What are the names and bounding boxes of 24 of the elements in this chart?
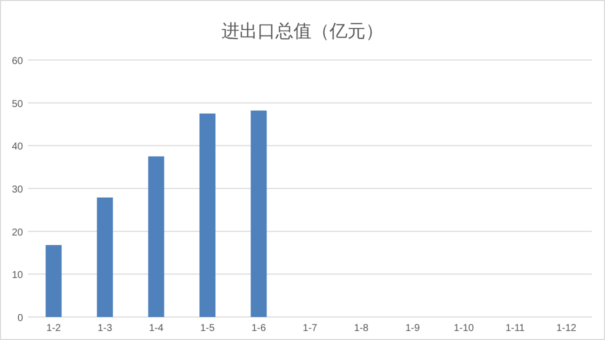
x-tick-label: 1-11 <box>505 323 526 334</box>
bar <box>250 110 267 317</box>
y-tick-label: 50 <box>12 98 24 110</box>
x-tick-label: 1-3 <box>98 323 113 334</box>
x-tick-label: 1-10 <box>454 323 474 334</box>
y-tick-label: 10 <box>12 270 24 282</box>
x-tick-label: 1-7 <box>302 323 318 334</box>
x-tick-label: 1-2 <box>46 323 62 334</box>
y-tick-label: 0 <box>17 313 24 324</box>
bar <box>148 156 164 317</box>
x-tick-label: 1-9 <box>405 323 420 334</box>
y-tick-label: 30 <box>12 184 24 196</box>
x-tick-label: 1-6 <box>252 323 266 334</box>
bar <box>96 197 113 317</box>
x-tick-label: 1-8 <box>354 323 369 334</box>
x-tick-label: 1-5 <box>200 323 216 334</box>
y-tick-label: 60 <box>12 56 24 67</box>
y-tick-label: 40 <box>12 142 24 153</box>
x-tick-label: 1-4 <box>148 323 164 334</box>
y-tick-label: 20 <box>12 227 24 238</box>
bar <box>199 114 216 317</box>
x-tick-label: 1-12 <box>556 323 577 334</box>
chart-title: 进出口总值（亿元） <box>222 21 384 41</box>
bar <box>46 245 62 317</box>
